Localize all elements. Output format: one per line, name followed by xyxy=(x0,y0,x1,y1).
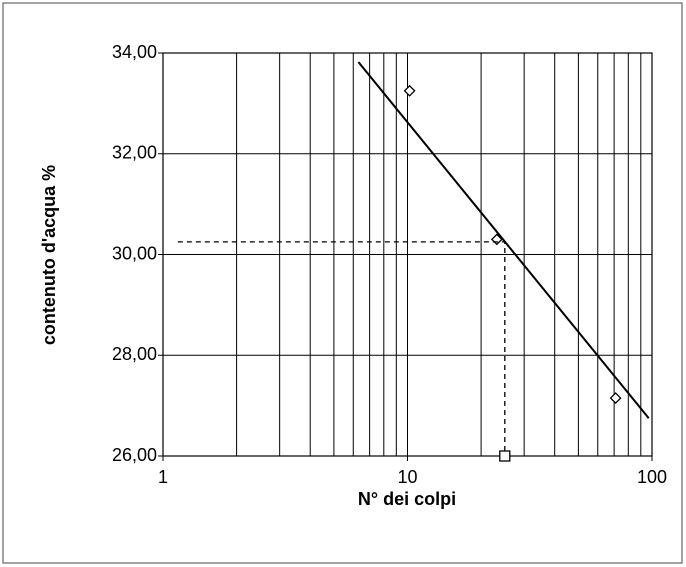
data-point xyxy=(499,450,511,462)
y-axis-label: contenuto d'acqua % xyxy=(39,165,59,345)
y-tick-label: 30,00 xyxy=(112,243,157,263)
x-tick-label: 100 xyxy=(637,467,667,487)
x-tick-label: 10 xyxy=(397,467,417,487)
data-point xyxy=(403,84,416,97)
reference-line xyxy=(177,241,506,456)
y-tick-label: 32,00 xyxy=(112,143,157,163)
trend-line xyxy=(357,61,650,419)
x-axis-label: N° dei colpi xyxy=(358,489,456,509)
y-tick-label: 26,00 xyxy=(112,445,157,465)
x-tick-label: 1 xyxy=(158,467,168,487)
plot-area xyxy=(162,52,653,457)
y-tick-label: 34,00 xyxy=(112,42,157,62)
y-tick-label: 28,00 xyxy=(112,344,157,364)
data-point xyxy=(609,392,622,404)
